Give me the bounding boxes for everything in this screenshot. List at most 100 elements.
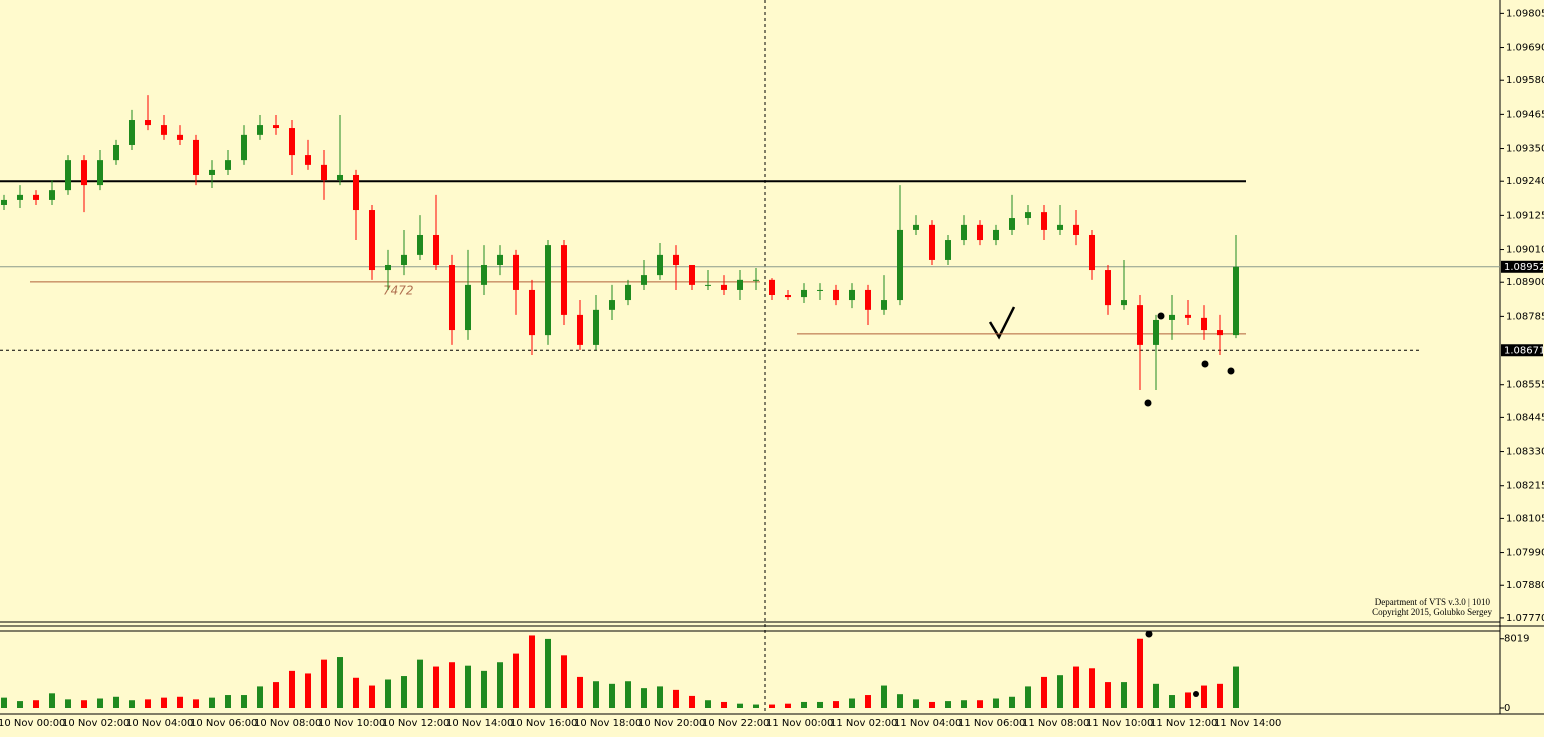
volume-bar bbox=[529, 635, 535, 708]
y-tick-label: 1.08215 bbox=[1506, 481, 1544, 492]
volume-bar bbox=[929, 701, 935, 708]
volume-bar bbox=[785, 703, 791, 708]
volume-bar bbox=[449, 662, 455, 708]
volume-bar bbox=[401, 676, 407, 708]
volume-bar bbox=[145, 699, 151, 708]
candle-body bbox=[705, 284, 711, 286]
volume-bar bbox=[289, 670, 295, 708]
x-tick-label: 11 Nov 04:00 bbox=[894, 718, 961, 729]
volume-bar bbox=[17, 701, 23, 708]
candle-body bbox=[193, 139, 199, 175]
x-tick-label: 11 Nov 12:00 bbox=[1150, 718, 1217, 729]
candle-body bbox=[721, 284, 727, 290]
candle-body bbox=[65, 160, 71, 191]
x-tick-label: 10 Nov 02:00 bbox=[62, 718, 129, 729]
volume-bar bbox=[881, 685, 887, 708]
y-tick-label: 1.07880 bbox=[1506, 580, 1544, 591]
volume-bar bbox=[993, 698, 999, 708]
volume-bar bbox=[273, 682, 279, 708]
candle-body bbox=[97, 160, 103, 186]
volume-bar bbox=[1233, 666, 1239, 708]
candle-body bbox=[1105, 270, 1111, 306]
volume-bar bbox=[913, 699, 919, 708]
candle-body bbox=[1169, 314, 1175, 320]
y-tick-label: 1.07770 bbox=[1506, 613, 1544, 624]
candle-body bbox=[385, 264, 391, 271]
volume-bar bbox=[33, 700, 39, 708]
candle-body bbox=[577, 314, 583, 345]
candle-body bbox=[1073, 224, 1079, 235]
candle-body bbox=[465, 284, 471, 331]
y-tick-label: 1.09125 bbox=[1506, 210, 1544, 221]
candle-body bbox=[369, 210, 375, 271]
candle-body bbox=[673, 254, 679, 265]
candle-body bbox=[1089, 234, 1095, 271]
candle-body bbox=[529, 289, 535, 336]
candle-body bbox=[881, 300, 887, 310]
volume-bar bbox=[673, 689, 679, 708]
candle-body bbox=[913, 224, 919, 230]
candle-body bbox=[225, 160, 231, 170]
volume-bar bbox=[577, 676, 583, 708]
marker-dot bbox=[1227, 367, 1235, 375]
candle-body bbox=[1, 199, 7, 205]
volume-bar bbox=[177, 696, 183, 708]
volume-bar bbox=[817, 701, 823, 708]
volume-bar bbox=[705, 700, 711, 708]
volume-bar bbox=[353, 677, 359, 708]
candle-body bbox=[161, 125, 167, 135]
candle-body bbox=[593, 309, 599, 345]
x-tick-label: 10 Nov 18:00 bbox=[574, 718, 641, 729]
candle-body bbox=[897, 229, 903, 301]
candle-body bbox=[1217, 330, 1223, 336]
volume-bar bbox=[1121, 682, 1127, 708]
volume-bar bbox=[97, 698, 103, 708]
volume-bar bbox=[657, 686, 663, 708]
candle-body bbox=[1025, 212, 1031, 219]
volume-bar bbox=[769, 704, 775, 708]
volume-bar bbox=[977, 700, 983, 708]
volume-bar bbox=[865, 695, 871, 708]
y-tick-label: 1.07990 bbox=[1506, 548, 1544, 559]
volume-bar bbox=[945, 701, 951, 708]
volume-bar bbox=[385, 679, 391, 708]
candle-body bbox=[1057, 224, 1063, 230]
volume-bar bbox=[417, 659, 423, 708]
volume-bar bbox=[1, 697, 7, 708]
candle-body bbox=[145, 120, 151, 126]
y-tick-label: 1.09350 bbox=[1506, 144, 1544, 155]
volume-bar bbox=[225, 695, 231, 708]
x-tick-label: 10 Nov 04:00 bbox=[126, 718, 193, 729]
volume-bar bbox=[305, 673, 311, 708]
x-tick-label: 10 Nov 12:00 bbox=[382, 718, 449, 729]
candle-body bbox=[865, 289, 871, 310]
candle-body bbox=[81, 160, 87, 186]
candle-body bbox=[801, 289, 807, 298]
candle-body bbox=[401, 254, 407, 265]
candle-body bbox=[177, 134, 183, 140]
candle-body bbox=[241, 134, 247, 161]
x-tick-label: 10 Nov 00:00 bbox=[0, 718, 65, 729]
volume-bar bbox=[193, 699, 199, 708]
y-tick-label: 1.09465 bbox=[1506, 109, 1544, 120]
volume-bar bbox=[897, 694, 903, 708]
volume-bar bbox=[721, 701, 727, 708]
candle-body bbox=[1137, 305, 1143, 345]
marker-dot bbox=[1201, 360, 1209, 368]
watermark: Copyright 2015, Golubko Sergey bbox=[1372, 607, 1492, 617]
candle-body bbox=[1233, 266, 1239, 336]
y-tick-label: 1.08330 bbox=[1506, 447, 1544, 458]
candle-body bbox=[305, 155, 311, 165]
volume-bar bbox=[641, 688, 647, 708]
volume-bar bbox=[129, 700, 135, 708]
y-tick-label: 1.09690 bbox=[1506, 43, 1544, 54]
candle-body bbox=[337, 174, 343, 181]
watermark: Department of VTS v.3.0 | 1010 bbox=[1375, 597, 1491, 607]
candle-body bbox=[737, 279, 743, 290]
marker-dot bbox=[1193, 691, 1199, 697]
volume-bar bbox=[1137, 638, 1143, 708]
y-tick-label: 1.09240 bbox=[1506, 176, 1544, 187]
